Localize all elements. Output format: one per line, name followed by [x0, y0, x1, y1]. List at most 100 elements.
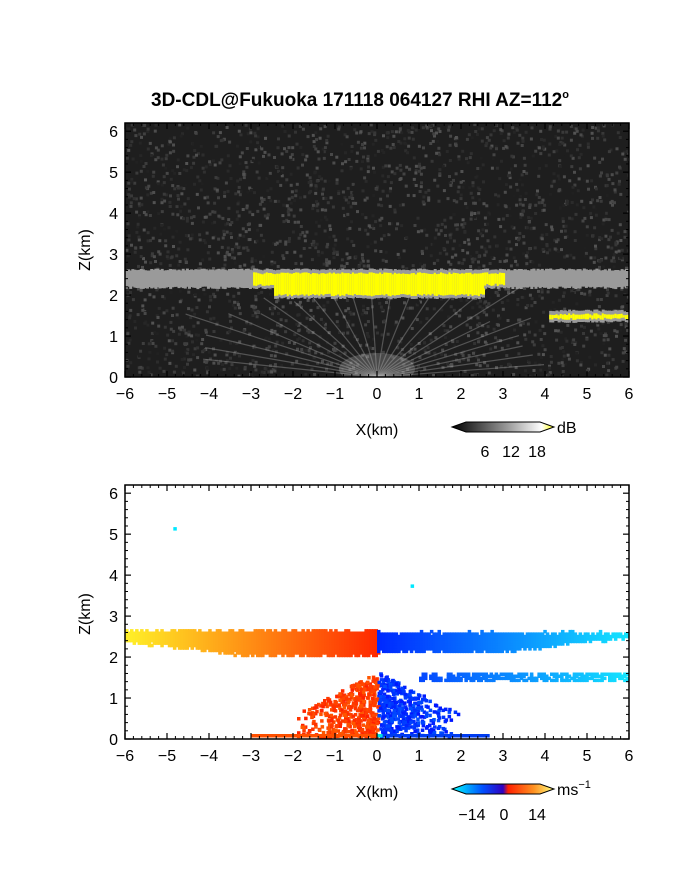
noise-pixel — [283, 130, 287, 133]
noise-pixel — [267, 174, 271, 178]
noise-pixel — [257, 292, 261, 295]
noise-pixel — [126, 287, 130, 291]
cloud-core — [408, 274, 412, 295]
ray-streak — [203, 358, 378, 377]
noise-pixel — [340, 142, 344, 146]
velocity-cell — [502, 676, 506, 681]
noise-pixel — [271, 368, 275, 371]
noise-pixel — [240, 151, 244, 155]
velocity-cell — [596, 634, 600, 639]
velocity-cell — [253, 648, 257, 653]
velocity-cell — [329, 634, 333, 638]
velocity-cell — [384, 637, 389, 641]
velocity-cell — [235, 643, 240, 648]
noise-pixel — [598, 196, 602, 199]
velocity-cell — [522, 674, 526, 678]
noise-pixel — [601, 235, 605, 238]
cloud-core — [311, 273, 315, 295]
velocity-cell — [205, 641, 210, 645]
cloud-fringe — [610, 270, 614, 288]
noise-pixel — [412, 156, 416, 160]
velocity-cell — [490, 634, 494, 639]
noise-pixel — [573, 343, 577, 346]
noise-pixel — [511, 126, 515, 130]
velocity-cell — [203, 646, 207, 650]
noise-pixel — [413, 224, 417, 227]
noise-pixel — [361, 212, 364, 216]
noise-pixel — [369, 340, 373, 344]
x-tick-label: 3 — [499, 386, 508, 403]
velocity-cell — [424, 674, 428, 678]
velocity-cell — [587, 672, 592, 676]
noise-pixel — [325, 150, 329, 154]
velocity-cell — [205, 631, 210, 635]
velocity-cell — [404, 642, 409, 646]
velocity-cell — [296, 634, 300, 638]
noise-pixel — [573, 291, 576, 294]
velocity-cell — [140, 634, 144, 638]
noise-pixel — [575, 203, 579, 207]
noise-pixel — [555, 240, 559, 244]
noise-pixel — [310, 243, 314, 247]
velocity-cell — [303, 638, 308, 643]
noise-pixel — [252, 304, 256, 308]
noise-pixel — [381, 189, 385, 193]
noise-pixel — [345, 262, 349, 265]
velocity-cell — [379, 647, 383, 651]
velocity-cell — [480, 632, 484, 636]
velocity-cell — [470, 639, 474, 644]
noise-pixel — [611, 182, 615, 186]
noise-pixel — [521, 139, 525, 143]
velocity-cell — [162, 638, 167, 643]
noise-pixel — [542, 208, 546, 212]
noise-pixel — [262, 371, 266, 374]
velocity-cell — [339, 646, 343, 650]
velocity-cell — [509, 678, 514, 683]
noise-pixel — [430, 124, 434, 128]
velocity-cell — [533, 632, 537, 636]
noise-pixel — [254, 148, 258, 152]
noise-pixel — [563, 235, 567, 239]
noise-pixel — [591, 234, 595, 238]
velocity-cell — [382, 649, 386, 654]
noise-pixel — [219, 134, 223, 138]
noise-pixel — [621, 359, 625, 363]
reflectivity-cloud-layer — [125, 268, 629, 323]
noise-pixel — [614, 241, 618, 245]
velocity-cell — [349, 651, 353, 655]
noise-pixel — [172, 370, 176, 374]
velocity-cell — [233, 636, 237, 640]
noise-pixel — [312, 140, 316, 144]
velocity-cell — [235, 648, 240, 653]
noise-pixel — [273, 199, 277, 203]
velocity-cell — [369, 643, 373, 648]
velocity-cell — [461, 674, 466, 678]
noise-pixel — [189, 316, 193, 320]
cloud-fringe — [612, 270, 616, 289]
velocity-cell — [200, 643, 205, 648]
noise-pixel — [372, 352, 376, 356]
velocity-cell — [466, 672, 471, 676]
cloud-core — [437, 273, 441, 295]
noise-pixel — [268, 171, 272, 175]
cloud-fringe — [580, 270, 584, 287]
velocity-cell — [288, 646, 293, 650]
velocity-cell — [409, 639, 414, 644]
noise-pixel — [521, 209, 525, 213]
ray-streak — [204, 347, 378, 377]
velocity-cell — [346, 636, 351, 640]
noise-pixel — [398, 163, 402, 167]
velocity-cell — [271, 638, 275, 643]
velocity-cell — [437, 647, 441, 651]
velocity-cell — [261, 651, 265, 655]
noise-pixel — [325, 141, 329, 145]
noise-pixel — [132, 197, 136, 201]
noise-pixel — [207, 268, 211, 272]
noise-pixel — [293, 333, 297, 337]
velocity-cell — [334, 641, 338, 645]
velocity-cell — [218, 631, 222, 635]
velocity-cell — [515, 639, 520, 644]
velocity-cell — [261, 648, 265, 653]
velocity-cell — [515, 634, 520, 639]
velocity-cell — [215, 634, 220, 638]
